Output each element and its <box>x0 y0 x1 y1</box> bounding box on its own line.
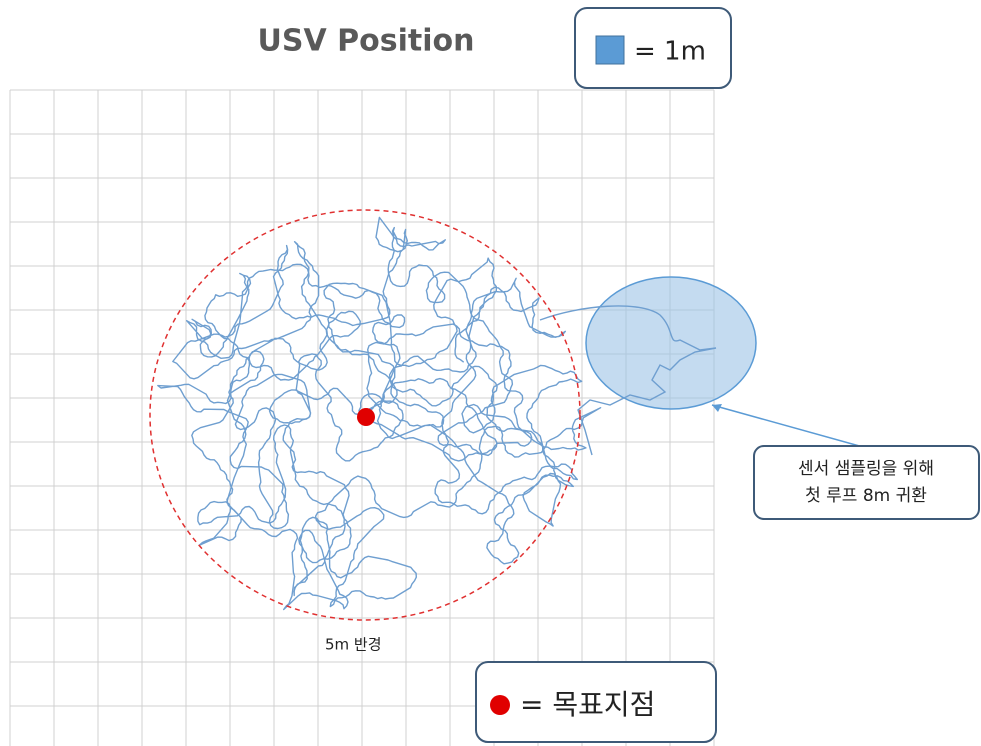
arrow-head <box>712 404 722 412</box>
callout-line: 센서 샘플링을 위해 <box>798 459 934 479</box>
scale-swatch <box>595 35 625 65</box>
radius-label: 5m 반경 <box>325 636 382 654</box>
scale-legend-box <box>574 7 732 89</box>
target-label: = 목표지점 <box>520 688 655 721</box>
title: USV Position <box>258 24 475 59</box>
target-legend-box <box>475 661 717 743</box>
radius-circle <box>149 209 581 621</box>
scale-label: = 1m <box>634 37 706 67</box>
target-point <box>357 408 375 426</box>
excursion-path <box>539 305 717 456</box>
highlight-ellipse <box>585 276 757 410</box>
callout-arrow <box>711 404 864 448</box>
target-swatch <box>490 695 510 715</box>
trajectory <box>157 216 602 611</box>
callout-line: 첫 루프 8m 귀환 <box>805 486 927 506</box>
callout-box <box>753 445 980 520</box>
